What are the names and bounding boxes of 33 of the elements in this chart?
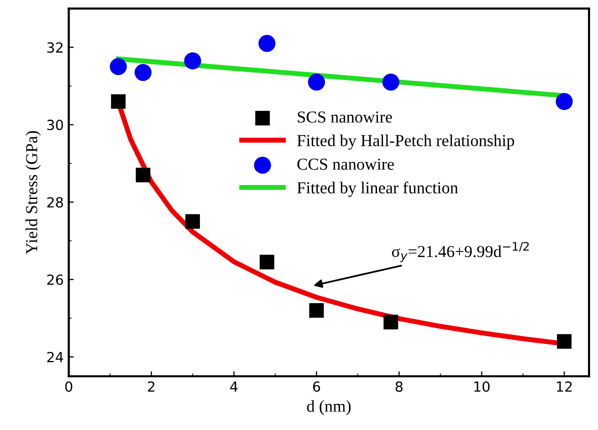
point	[308, 74, 326, 91]
y-tick-label: 24	[47, 352, 64, 362]
point	[556, 92, 573, 110]
point	[260, 254, 274, 270]
y-tick-label: 28	[47, 197, 63, 208]
point	[136, 168, 150, 182]
legend-label: Fitted by linear function	[297, 182, 458, 197]
point	[258, 34, 276, 52]
point	[110, 58, 127, 76]
legend-label: Fitted by Hall-Petch relationship	[297, 134, 514, 150]
x-axis-title: d (nm)	[307, 400, 351, 416]
y-tick-label: 32	[47, 42, 63, 53]
point	[382, 74, 400, 91]
x-tick-label: 0	[65, 381, 72, 392]
point	[309, 303, 324, 318]
y-axis-title: Yield Stress (GPa)	[26, 131, 41, 254]
y-tick-label: 30	[47, 120, 63, 130]
x-tick-label: 10	[474, 381, 490, 392]
point	[184, 52, 202, 70]
x-tick-label: 8	[396, 381, 403, 392]
legend-label: CCS nanowire	[297, 158, 394, 170]
point	[134, 64, 152, 81]
point	[556, 334, 572, 349]
x-tick-label: 2	[148, 381, 154, 392]
y-tick-label: 26	[47, 274, 64, 285]
x-tick-label: 4	[230, 382, 238, 392]
annotation: σ$_{y}$=21.46+9.99d$^{−1/2}$	[392, 242, 529, 262]
point	[111, 94, 126, 109]
x-tick-label: 6	[313, 381, 320, 392]
point	[185, 214, 200, 229]
point	[384, 314, 398, 330]
legend-label: SCS nanowire	[298, 111, 392, 123]
x-tick-label: 12	[556, 381, 572, 392]
